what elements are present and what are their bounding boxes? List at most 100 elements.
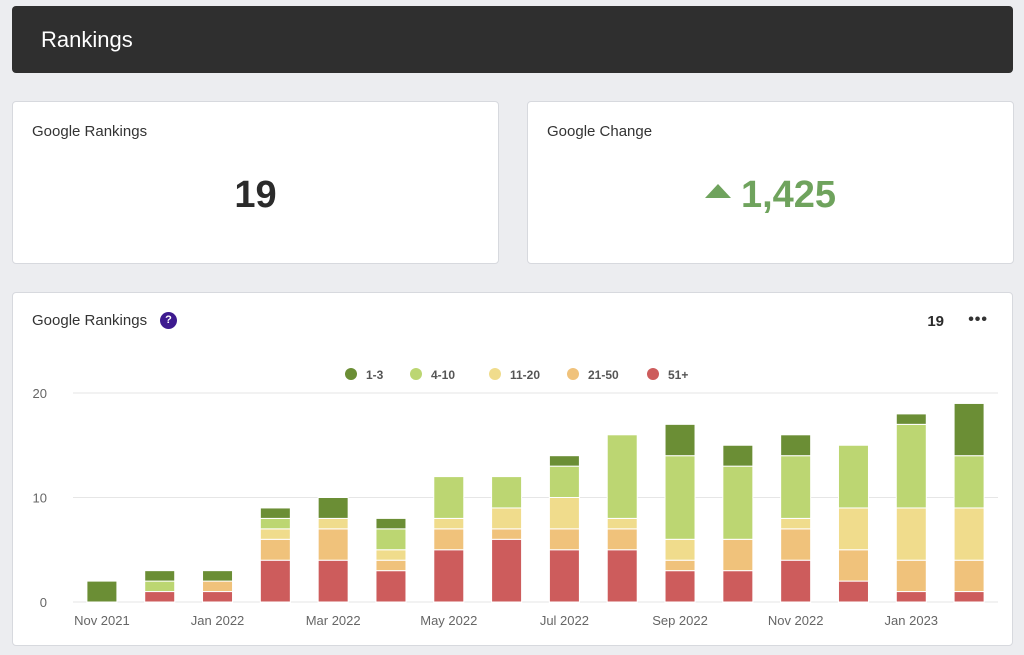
- bar-segment: [375, 570, 407, 603]
- bar-segment: [895, 559, 927, 593]
- bar-segment: [722, 570, 754, 603]
- bar-segment: [837, 549, 869, 582]
- bar-segment: [548, 465, 580, 498]
- bar-segment: [606, 549, 638, 603]
- y-tick-label: 20: [33, 386, 47, 401]
- legend-label: 21-50: [588, 368, 619, 382]
- google-rankings-chart-card: Google Rankings ? 19 ••• 0 10 20 1-3 4-10 11-…: [12, 292, 1013, 646]
- x-tick-label: Sep 2022: [652, 613, 708, 628]
- bar-segment: [144, 591, 176, 603]
- legend-marker: [345, 368, 357, 380]
- bar-segment: [317, 497, 349, 519]
- bar-segment: [375, 517, 407, 530]
- bar-segment: [837, 444, 869, 509]
- bar-segment: [953, 559, 985, 593]
- x-tick-label: Nov 2022: [768, 613, 824, 628]
- bar-segment: [202, 570, 234, 582]
- google-change-label: Google Change: [547, 123, 653, 140]
- bar-segment: [259, 528, 291, 540]
- bar-segment: [86, 580, 118, 603]
- y-tick-label: 10: [33, 491, 47, 506]
- more-options-icon[interactable]: •••: [968, 311, 988, 328]
- bar-segment: [491, 507, 523, 530]
- legend-label: 1-3: [366, 368, 384, 382]
- bar-segment: [144, 580, 176, 593]
- bar-segment: [664, 538, 696, 561]
- google-change-display: 1,425: [528, 174, 1013, 217]
- bar-segment: [895, 413, 927, 425]
- google-rankings-card: Google Rankings 19: [12, 101, 499, 264]
- x-tick-label: Mar 2022: [306, 613, 361, 628]
- bar-segment: [837, 507, 869, 551]
- bar-segment: [837, 580, 869, 603]
- legend-marker: [410, 368, 422, 380]
- legend-label: 11-20: [510, 368, 540, 382]
- bar-segment: [664, 570, 696, 603]
- bar-segment: [144, 570, 176, 582]
- bar-segment: [375, 528, 407, 551]
- bar-segment: [664, 455, 696, 540]
- bar-segment: [375, 549, 407, 561]
- bar-segment: [953, 402, 985, 457]
- bar-segment: [433, 549, 465, 603]
- x-tick-label: Jul 2022: [540, 613, 589, 628]
- bar-segment: [491, 538, 523, 603]
- bar-segment: [780, 455, 812, 519]
- bar-segment: [606, 517, 638, 530]
- legend-marker: [489, 368, 501, 380]
- bar-segment: [606, 528, 638, 551]
- bar-segment: [259, 507, 291, 519]
- help-icon[interactable]: ?: [160, 312, 177, 329]
- bar-segment: [895, 423, 927, 509]
- bar-segment: [259, 538, 291, 561]
- bar-segment: [202, 591, 234, 603]
- google-rankings-label: Google Rankings: [32, 123, 148, 140]
- bar-segment: [433, 517, 465, 530]
- chart-title: Google Rankings: [32, 312, 148, 329]
- bar-segment: [317, 528, 349, 561]
- page-title: Rankings: [41, 27, 133, 52]
- bar-segment: [433, 476, 465, 519]
- bar-segment: [548, 497, 580, 530]
- bar-segment: [433, 528, 465, 551]
- bar-segment: [722, 538, 754, 572]
- bar-segment: [664, 559, 696, 572]
- bar-segment: [259, 517, 291, 530]
- bar-segment: [317, 559, 349, 603]
- bar-segment: [317, 517, 349, 530]
- bar-segment: [953, 591, 985, 603]
- bar-segment: [895, 591, 927, 603]
- legend-label: 4-10: [431, 368, 455, 382]
- bar-segment: [202, 580, 234, 593]
- x-tick-label: Jan 2022: [191, 613, 245, 628]
- bar-segment: [780, 559, 812, 603]
- triangle-up-icon: [704, 183, 731, 198]
- bar-segment: [606, 434, 638, 519]
- x-tick-label: May 2022: [420, 613, 477, 628]
- y-tick-label: 0: [40, 595, 47, 610]
- bar-segment: [491, 476, 523, 509]
- legend-label: 51+: [668, 368, 688, 382]
- x-tick-label: Nov 2021: [74, 613, 130, 628]
- bar-segment: [664, 423, 696, 457]
- legend-marker: [567, 368, 579, 380]
- bar-segment: [259, 559, 291, 603]
- bar-segment: [548, 549, 580, 603]
- chart-count: 19: [927, 313, 944, 330]
- bar-segment: [953, 507, 985, 561]
- bar-segment: [548, 455, 580, 467]
- google-rankings-value: 19: [234, 174, 277, 216]
- bar-segment: [780, 528, 812, 561]
- bar-segment: [375, 559, 407, 572]
- legend-marker: [647, 368, 659, 380]
- bar-segment: [895, 507, 927, 561]
- google-change-value: 1,425: [740, 174, 837, 216]
- bar-segment: [548, 528, 580, 551]
- bar-segment: [722, 465, 754, 540]
- bar-segment: [491, 528, 523, 540]
- bar-segment: [953, 455, 985, 509]
- google-change-card: Google Change 1,425: [527, 101, 1014, 264]
- bar-segment: [722, 444, 754, 467]
- bar-segment: [780, 517, 812, 530]
- bar-segment: [780, 434, 812, 457]
